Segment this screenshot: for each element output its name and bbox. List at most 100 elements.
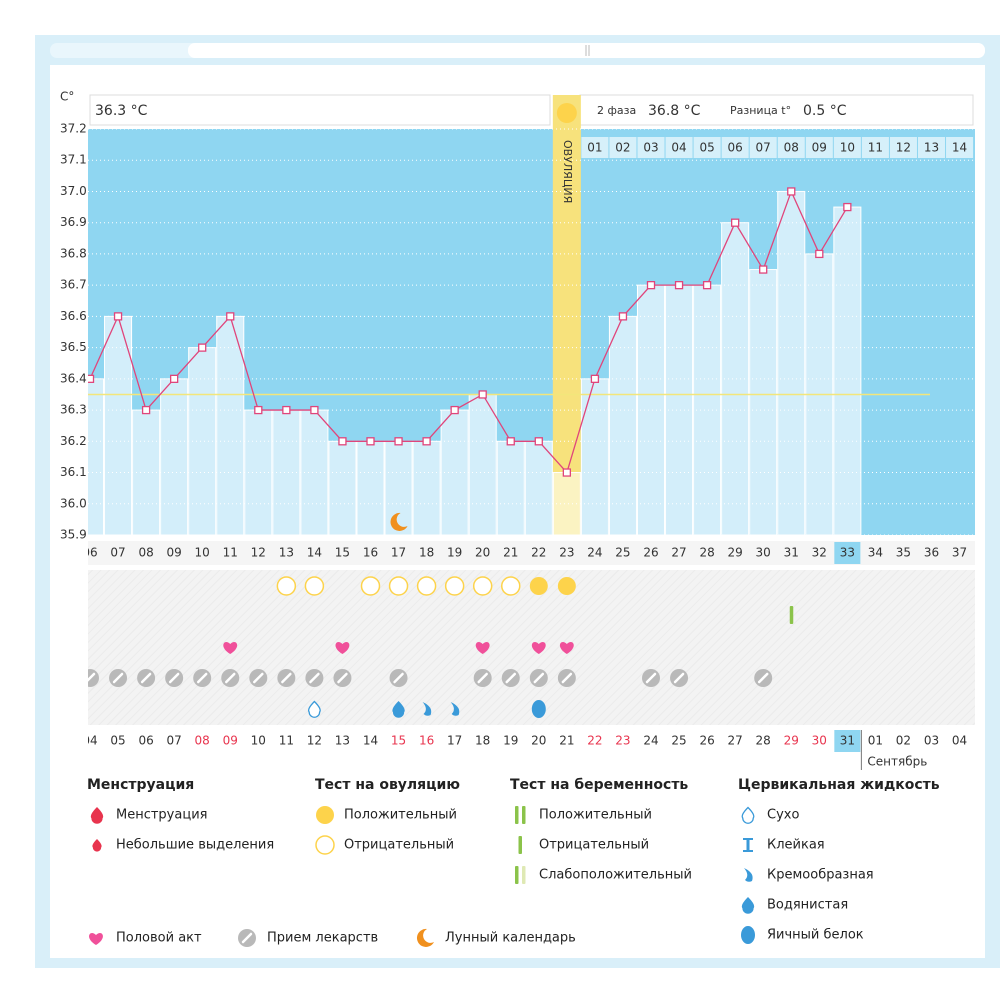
bar — [356, 440, 385, 536]
date-label: 05 — [110, 734, 125, 748]
marker — [645, 672, 657, 684]
date-label: 07 — [167, 734, 182, 748]
marker — [140, 672, 152, 684]
bar — [749, 269, 778, 536]
bar — [833, 206, 862, 536]
temperature-line — [89, 189, 848, 474]
date-label: 22 — [587, 734, 602, 748]
phase-day-box — [693, 137, 721, 158]
x-tick-label: 08 — [138, 546, 153, 560]
y-tick-label: 36.1 — [60, 465, 87, 479]
marker — [390, 512, 408, 531]
legend-icon — [744, 868, 753, 882]
phase-day: 12 — [896, 141, 911, 155]
bar — [384, 440, 413, 536]
legend-icon — [743, 838, 753, 852]
marker — [165, 669, 184, 687]
marker — [112, 672, 124, 684]
temperature-point — [590, 374, 600, 383]
temperature-point — [702, 281, 712, 290]
marker — [276, 576, 297, 596]
date-label: 27 — [728, 734, 743, 748]
legend-icon — [89, 933, 103, 945]
y-tick-label: 37.2 — [60, 122, 87, 136]
x-tick-label: 29 — [728, 546, 743, 560]
temperature-point — [843, 202, 852, 212]
marker — [223, 642, 238, 654]
temperature-point — [198, 343, 207, 352]
bar — [552, 472, 581, 536]
bar — [580, 378, 609, 536]
legend-label: Яичный белок — [767, 928, 864, 943]
phase-day-box — [637, 137, 665, 158]
x-tick-label: 34 — [868, 546, 883, 560]
phase-day: 08 — [784, 141, 799, 155]
legend-label: Сухо — [767, 808, 799, 823]
temperature-point — [394, 437, 403, 446]
bar — [777, 190, 806, 536]
marker — [450, 702, 460, 716]
date-label: 04 — [82, 734, 97, 748]
marker — [789, 606, 794, 624]
x-tick-label: 33 — [840, 546, 855, 560]
bar — [496, 440, 525, 536]
columns: 01 02 03 04 05 06 07 08 09 10 11 12 13 14 06 07 08 09 10 11… — [82, 95, 975, 770]
date-label: 13 — [335, 734, 350, 748]
diff-value: 0.5 °C — [803, 103, 847, 119]
x-tick-label: 09 — [167, 546, 182, 560]
legend-icon — [744, 868, 753, 882]
phase-day-box — [665, 137, 693, 158]
marker — [501, 576, 521, 596]
phase2-box — [579, 94, 974, 126]
legend-icon — [743, 838, 753, 852]
marker — [501, 576, 521, 596]
x-tick-label: 24 — [587, 546, 602, 560]
legend-title: Тест на овуляцию — [315, 777, 460, 793]
marker — [472, 576, 493, 596]
bar — [608, 315, 637, 536]
marker — [422, 702, 432, 716]
x-tick-label: 30 — [756, 546, 771, 560]
bar — [524, 440, 553, 536]
date-label: 28 — [756, 734, 771, 748]
legend-label: Слабоположительный — [539, 868, 692, 883]
marker — [392, 701, 405, 718]
marker — [88, 672, 96, 682]
x-tick-label: 37 — [952, 546, 967, 560]
phase-day: 13 — [924, 141, 939, 155]
marker — [225, 672, 236, 684]
marker — [531, 700, 546, 718]
marker — [281, 672, 292, 684]
marker — [416, 576, 437, 596]
temperature-point — [366, 437, 375, 446]
y-tick-label: 37.0 — [60, 184, 87, 198]
legend-icon — [315, 835, 335, 855]
x-tick-label: 31 — [784, 546, 799, 560]
marker — [533, 672, 545, 684]
date-label: 09 — [223, 734, 238, 748]
y-tick-label: 36.4 — [60, 371, 87, 385]
marker — [475, 642, 490, 654]
bar — [104, 315, 133, 536]
x-tick-label: 32 — [812, 546, 827, 560]
temperature-point — [141, 405, 151, 415]
date-label: 25 — [671, 734, 686, 748]
phase-day-box — [861, 137, 889, 158]
phase-day: 05 — [699, 141, 714, 155]
legend-icon — [741, 897, 755, 914]
date-label: 02 — [896, 734, 911, 748]
x-tick-label: 23 — [559, 546, 574, 560]
temperature-point — [310, 405, 319, 415]
date-label: 10 — [251, 734, 266, 748]
x-tick-label: 10 — [195, 546, 210, 560]
temperature-point — [113, 312, 123, 321]
legend-label: Половой акт — [116, 931, 202, 946]
marker — [557, 577, 576, 595]
marker — [221, 669, 240, 687]
marker — [335, 642, 350, 654]
phase-day: 02 — [615, 141, 630, 155]
marker — [223, 642, 238, 654]
legend-label: Прием лекарств — [267, 931, 378, 946]
temperature-point — [478, 390, 487, 399]
legend-icon — [416, 928, 434, 947]
